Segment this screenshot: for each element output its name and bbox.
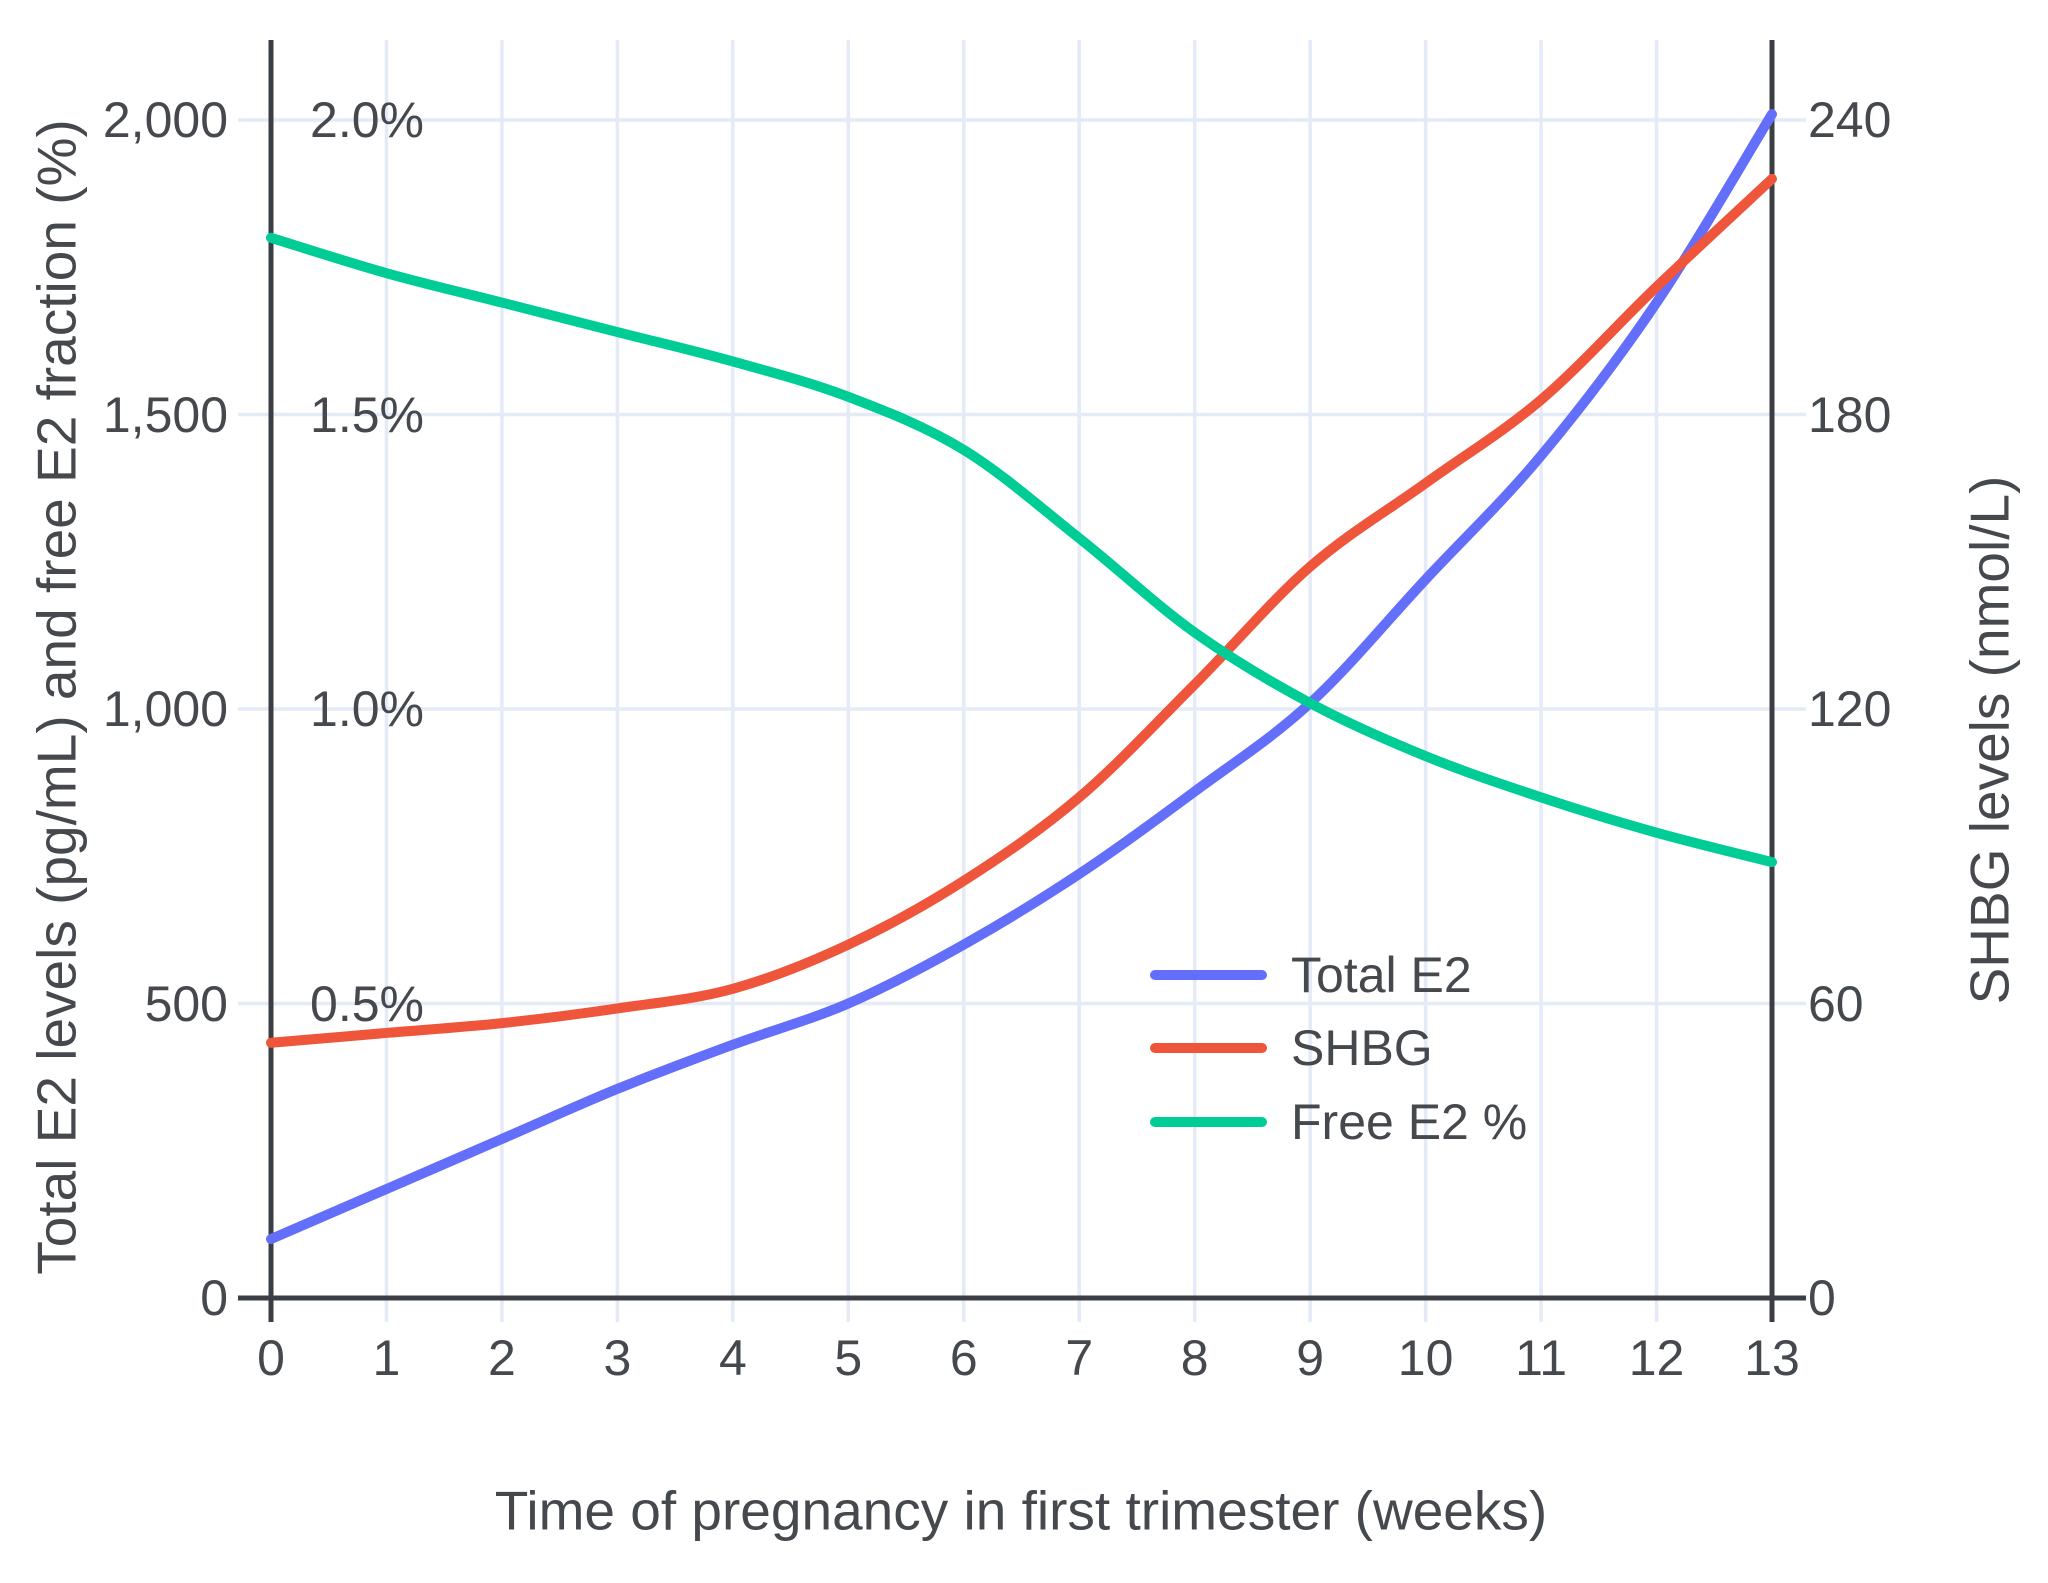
series-line-free-e2 [266,232,1777,868]
x-axis-title: Time of pregnancy in first trimester (we… [494,1479,1548,1542]
right-axis-tick-label: 240 [1808,92,1892,148]
x-axis-tick-label: 0 [257,1330,285,1386]
right-axis-title: SHBG levels (nmol/L) [1958,475,2021,1005]
shbg-line-swatch-icon [1150,1043,1267,1053]
legend-label: Total E2 [1291,947,1472,1003]
x-axis-tick-label: 10 [1397,1330,1454,1386]
x-axis-tick-label: 5 [834,1330,863,1386]
right-axis-tick-label: 60 [1808,975,1864,1032]
x-axis-tick-label: 1 [372,1330,401,1386]
left-axis-title: Total E2 levels (pg/mL) and free E2 frac… [25,119,88,1275]
series-line-total-e2 [266,109,1777,1245]
x-axis-tick-label: 13 [1744,1330,1800,1386]
x-axis-tick-label: 2 [488,1330,516,1386]
x-axis-tick-label: 9 [1296,1330,1325,1386]
right-axis-tick-label: 120 [1808,681,1892,737]
series-line-shbg [266,173,1777,1048]
free-e2-line-swatch-icon [1150,1117,1267,1127]
x-axis-tick-label: 4 [718,1330,747,1386]
x-axis-tick-label: 3 [603,1330,632,1386]
x-axis-tick-label: 6 [949,1330,978,1386]
left-axis-tick-label: 0 [200,1270,228,1326]
x-axis-tick-label: 8 [1180,1330,1209,1386]
legend-item-total-e2[interactable]: Total E2 [1150,950,1472,1000]
percent-label: 1.5% [310,386,424,443]
right-axis-tick-label: 180 [1808,386,1892,443]
total-e2-line-swatch-icon [1150,970,1267,980]
legend-label: Free E2 % [1291,1094,1528,1150]
legend-item-free-e2[interactable]: Free E2 % [1150,1097,1527,1147]
left-axis-tick-label: 500 [144,975,228,1032]
x-axis-tick-label: 12 [1628,1330,1685,1386]
x-axis-tick-label: 7 [1065,1330,1094,1386]
legend-label: SHBG [1291,1020,1433,1076]
percent-label: 0.5% [310,975,424,1032]
legend-item-shbg[interactable]: SHBG [1150,1023,1433,1073]
right-axis-tick-label: 0 [1808,1270,1836,1326]
percent-label: 2.0% [310,92,424,148]
x-axis-tick-label: 11 [1515,1330,1568,1386]
left-axis-tick-label: 1,500 [102,386,228,443]
left-axis-tick-label: 2,000 [102,92,228,148]
left-axis-tick-label: 1,000 [102,681,228,737]
percent-label: 1.0% [310,681,424,737]
